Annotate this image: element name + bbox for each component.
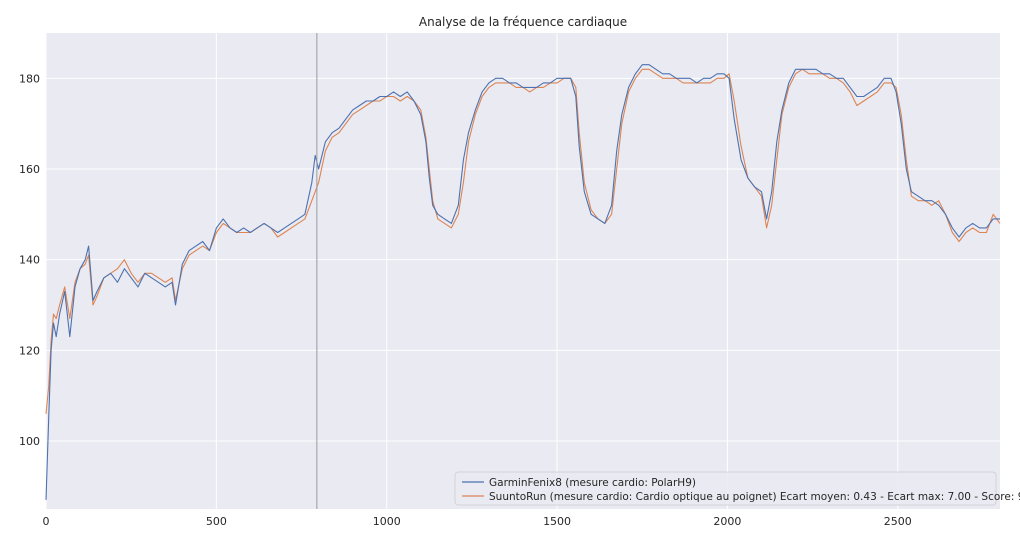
legend-label-suunto: SuuntoRun (mesure cardio: Cardio optique… bbox=[489, 491, 1020, 503]
x-gridlines bbox=[45, 33, 899, 509]
chart-title: Analyse de la fréquence cardiaque bbox=[419, 15, 627, 29]
legend: GarminFenix8 (mesure cardio: PolarH9) Su… bbox=[454, 471, 1020, 506]
y-gridlines bbox=[46, 77, 1000, 442]
series-lines bbox=[45, 64, 1001, 500]
y-tick-label: 180 bbox=[19, 72, 40, 85]
y-tick-labels: 100 120 140 160 180 bbox=[19, 72, 40, 448]
x-tick-label: 2500 bbox=[884, 515, 912, 528]
x-tick-labels: 0 500 1000 1500 2000 2500 bbox=[43, 515, 912, 528]
y-tick-label: 100 bbox=[19, 435, 40, 448]
plot-background bbox=[46, 33, 1000, 509]
x-tick-label: 1000 bbox=[373, 515, 401, 528]
y-tick-label: 160 bbox=[19, 163, 40, 176]
series-line-garmin bbox=[45, 64, 1000, 500]
x-tick-label: 0 bbox=[43, 515, 50, 528]
x-tick-label: 2000 bbox=[713, 515, 741, 528]
x-tick-label: 500 bbox=[206, 515, 227, 528]
y-tick-label: 120 bbox=[19, 344, 40, 357]
y-tick-label: 140 bbox=[19, 254, 40, 267]
legend-label-garmin: GarminFenix8 (mesure cardio: PolarH9) bbox=[489, 477, 696, 489]
legend-box bbox=[454, 471, 997, 506]
x-tick-label: 1500 bbox=[543, 515, 571, 528]
